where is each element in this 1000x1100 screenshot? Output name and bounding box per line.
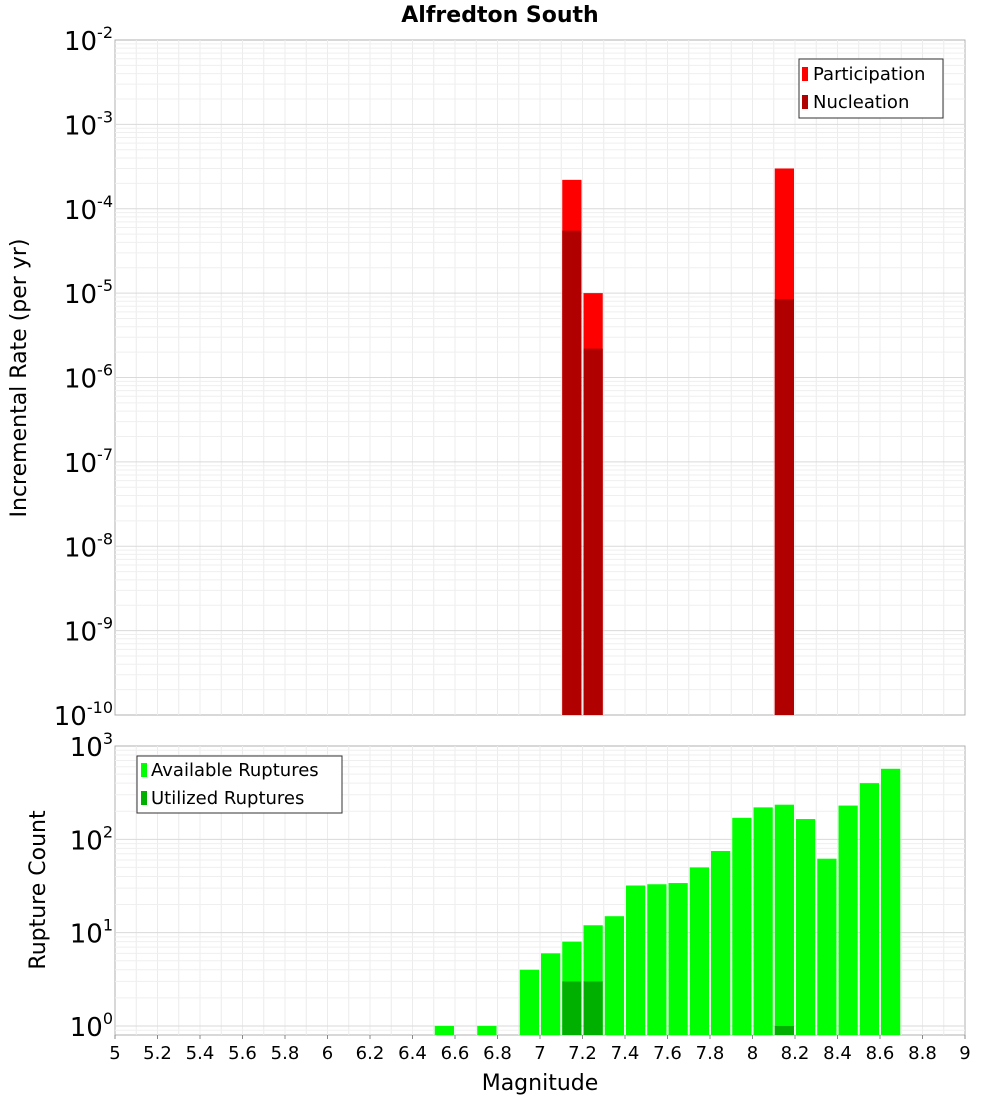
legend-swatch-nucleation (802, 95, 808, 109)
count-y-tick-label: 100 (70, 1009, 113, 1043)
available-ruptures-bar (732, 817, 752, 1035)
count-legend-box (136, 755, 343, 814)
rate-y-tick-label: 10-8 (64, 529, 113, 563)
x-tick-label: 7.4 (611, 1043, 640, 1064)
legend-label-participation: Participation (813, 64, 925, 85)
nucleation-bar (583, 348, 603, 715)
nucleation-bar (562, 230, 582, 715)
legend-swatch-utilized (141, 791, 147, 805)
x-tick-label: 7.2 (568, 1043, 597, 1064)
x-tick-label: 6.8 (483, 1043, 512, 1064)
available-ruptures-bar (817, 858, 837, 1035)
rate-y-tick-label: 10-9 (64, 614, 113, 648)
available-ruptures-bar (541, 953, 561, 1035)
x-tick-label: 5.4 (186, 1043, 215, 1064)
rate-gridlines (115, 40, 965, 715)
chart-title: Alfredton South (401, 3, 598, 28)
x-tick-label: 5 (109, 1043, 120, 1064)
rate-y-tick-label: 10-7 (64, 445, 113, 479)
rate-y-tick-label: 10-3 (64, 107, 113, 141)
available-ruptures-bar (434, 1025, 454, 1035)
available-ruptures-bar (519, 969, 539, 1035)
x-tick-label: 8.8 (908, 1043, 937, 1064)
available-ruptures-bar (753, 807, 773, 1035)
available-ruptures-bar (647, 884, 667, 1035)
x-tick-label: 7.8 (696, 1043, 725, 1064)
x-tick-label: 8.4 (823, 1043, 852, 1064)
rate-y-tick-label: 10-6 (64, 361, 113, 395)
x-tick-label: 8 (747, 1043, 758, 1064)
rate-bars (562, 168, 794, 715)
legend-label-nucleation: Nucleation (813, 92, 909, 113)
available-ruptures-bar (774, 804, 794, 1035)
available-ruptures-bar (626, 885, 646, 1035)
rate-y-tick-label: 10-10 (54, 698, 113, 732)
available-ruptures-bar (838, 805, 858, 1035)
legend-label-available: Available Ruptures (151, 760, 319, 781)
utilized-ruptures-bar (583, 981, 603, 1035)
x-tick-label: 5.6 (228, 1043, 257, 1064)
x-tick-label: 7 (534, 1043, 545, 1064)
rate-y-tick-label: 10-4 (64, 192, 113, 226)
x-tick-label: 6 (322, 1043, 333, 1064)
rate-legend: Participation Nucleation (798, 58, 944, 119)
magnitude-x-ticks: 5 5.2 5.4 5.6 5.8 6 6.2 6.4 6.6 6.8 7 7.2 7.4 7.6 7.8 8… (109, 1035, 971, 1064)
x-tick-label: 6.6 (441, 1043, 470, 1064)
count-y-tick-label: 103 (70, 729, 113, 763)
rate-y-axis-label: Incremental Rate (per yr) (7, 239, 32, 518)
available-ruptures-bar (604, 916, 624, 1035)
count-y-ticks: 103 102 101 100 (70, 729, 113, 1043)
count-y-tick-label: 102 (70, 822, 113, 856)
nucleation-bar (774, 299, 794, 715)
available-ruptures-bar (477, 1025, 497, 1035)
x-tick-label: 5.8 (271, 1043, 300, 1064)
available-ruptures-bar (796, 819, 816, 1035)
utilized-ruptures-bar (774, 1025, 794, 1035)
rate-y-tick-label: 10-5 (64, 276, 113, 310)
count-legend: Available Ruptures Utilized Ruptures (136, 755, 343, 814)
x-tick-label: 6.4 (398, 1043, 427, 1064)
legend-swatch-participation (802, 67, 808, 81)
x-tick-label: 7.6 (653, 1043, 682, 1064)
count-y-axis-label: Rupture Count (26, 810, 51, 970)
count-panel: 103 102 101 100 5 5.2 5.4 5.6 5.8 6 6.2 6.4 6.6 6.8 7… (26, 729, 971, 1096)
count-y-tick-label: 101 (70, 916, 113, 950)
legend-swatch-available (141, 763, 147, 777)
x-axis-label: Magnitude (482, 1071, 599, 1096)
rate-panel: 10-2 10-3 10-4 10-5 10-6 10-7 10-8 10-9 10-10 In… (7, 23, 966, 732)
available-ruptures-bar (711, 850, 731, 1035)
x-tick-label: 9 (959, 1043, 970, 1064)
count-bars (434, 768, 901, 1035)
rate-legend-box (798, 58, 944, 119)
available-ruptures-bar (689, 867, 709, 1035)
available-ruptures-bar (668, 883, 688, 1035)
rate-y-ticks: 10-2 10-3 10-4 10-5 10-6 10-7 10-8 10-9 10-10 (54, 23, 113, 732)
x-tick-label: 8.6 (866, 1043, 895, 1064)
rate-y-tick-label: 10-2 (64, 23, 113, 57)
x-tick-label: 6.2 (356, 1043, 385, 1064)
x-tick-label: 5.2 (143, 1043, 172, 1064)
legend-label-utilized: Utilized Ruptures (151, 788, 304, 809)
available-ruptures-bar (881, 768, 901, 1035)
x-tick-label: 8.2 (781, 1043, 810, 1064)
available-ruptures-bar (859, 783, 879, 1035)
utilized-ruptures-bar (562, 981, 582, 1035)
